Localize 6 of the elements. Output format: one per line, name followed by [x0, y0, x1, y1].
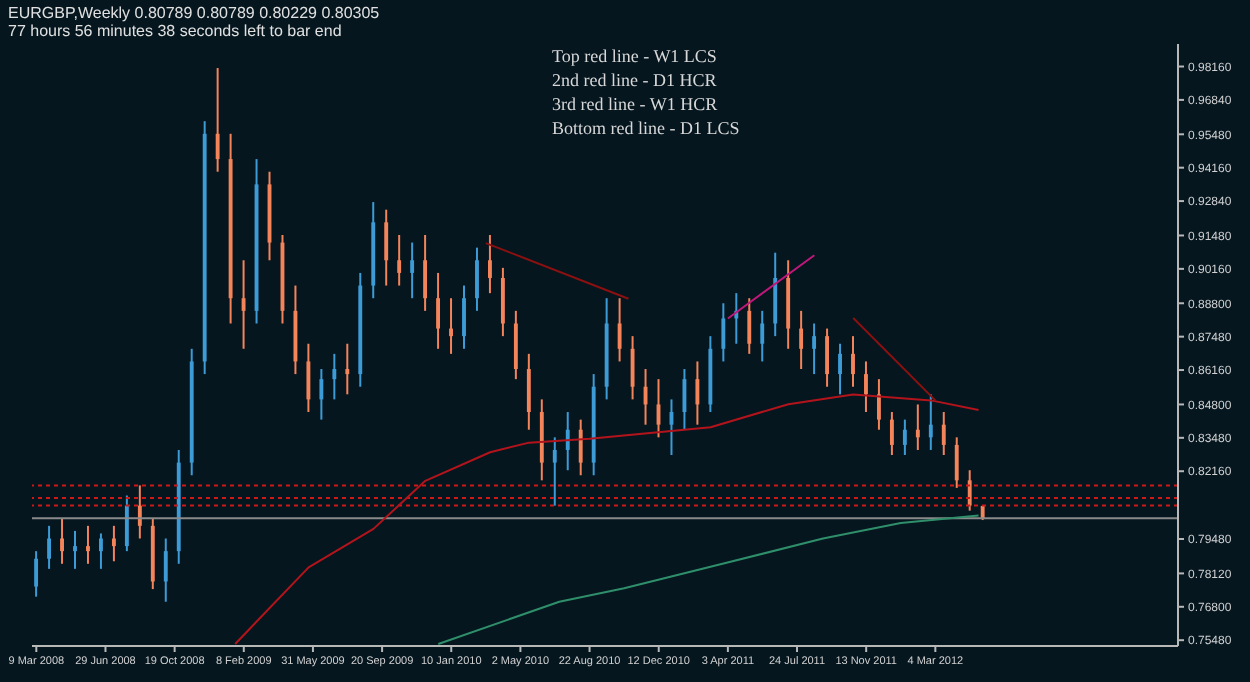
annotation: 2nd red line - D1 HCR [552, 68, 719, 92]
chart-subtitle: 77 hours 56 minutes 38 seconds left to bar end [8, 22, 344, 40]
annotation: 3rd red line - W1 HCR [552, 92, 720, 116]
chart-title: EURGBP,Weekly 0.80789 0.80789 0.80229 0.80305 [8, 4, 380, 22]
annotation: Bottom red line - D1 LCS [552, 116, 740, 140]
annotation: Top red line - W1 LCS [552, 44, 719, 68]
